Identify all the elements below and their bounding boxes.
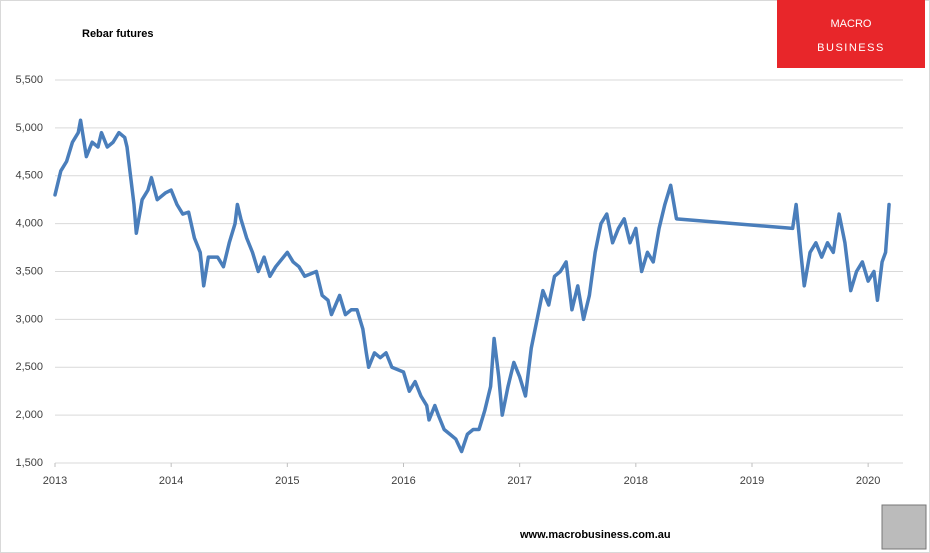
x-tick-label: 2016 [391, 475, 415, 487]
y-tick-label: 4,000 [15, 218, 43, 230]
y-tick-label: 5,500 [15, 74, 43, 86]
price-line [53, 118, 891, 454]
x-tick-label: 2014 [159, 475, 183, 487]
y-tick-label: 2,000 [15, 409, 43, 421]
y-tick-label: 4,500 [15, 170, 43, 182]
logo-line1: MACRO [831, 18, 872, 30]
y-tick-label: 5,000 [15, 122, 43, 134]
y-tick-label: 2,500 [15, 361, 43, 373]
y-tick-label: 3,500 [15, 265, 43, 277]
x-tick-label: 2020 [856, 475, 880, 487]
y-tick-label: 1,500 [15, 457, 43, 469]
x-tick-label: 2017 [507, 475, 531, 487]
x-tick-label: 2015 [275, 475, 299, 487]
chart-title: Rebar futures [82, 28, 154, 40]
logo-line2: BUSINESS [817, 42, 885, 54]
footer-url: www.macrobusiness.com.au [519, 529, 671, 541]
plot-area: 1,500 2,000 2,500 3,000 3,500 4,000 4,500 5,000… [15, 74, 903, 487]
x-tick-label: 2013 [43, 475, 67, 487]
logo-icon [881, 504, 927, 550]
x-tick-label: 2019 [740, 475, 764, 487]
logo-box [777, 0, 925, 68]
y-tick-label: 3,000 [15, 313, 43, 325]
x-tick-label: 2018 [624, 475, 648, 487]
